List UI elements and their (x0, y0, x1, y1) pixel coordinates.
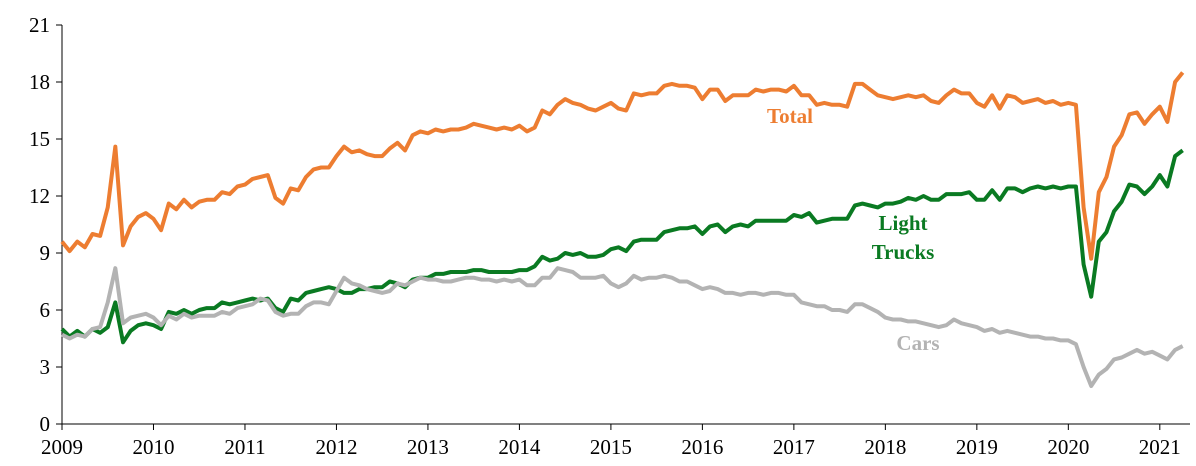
y-tick-label: 9 (40, 241, 51, 265)
y-tick-label: 15 (29, 127, 50, 151)
x-tick-label: 2013 (407, 435, 449, 459)
series-line (61, 266, 1184, 388)
series-label-line: Light (878, 211, 927, 235)
x-tick-label: 2017 (773, 435, 815, 459)
series-label: Light Trucks (872, 211, 935, 264)
x-tick-label: 2021 (1139, 435, 1181, 459)
x-tick-label: 2015 (590, 435, 632, 459)
x-tick-label: 2020 (1047, 435, 1089, 459)
x-tick-label: 2010 (132, 435, 174, 459)
y-tick-label: 12 (29, 184, 50, 208)
series-label-line: Cars (896, 331, 939, 355)
x-tick-label: 2018 (864, 435, 906, 459)
series-label: Total (767, 104, 813, 128)
series-label-line: Total (767, 104, 813, 128)
series-label: Cars (896, 331, 939, 355)
x-tick-label: 2012 (315, 435, 357, 459)
x-tick-label: 2016 (681, 435, 723, 459)
y-tick-label: 6 (40, 298, 51, 322)
x-tick-label: 2014 (498, 435, 541, 459)
series-label-line: Trucks (872, 240, 935, 264)
x-tick-label: 2019 (956, 435, 998, 459)
y-tick-label: 18 (29, 70, 50, 94)
x-tick-label: 2009 (41, 435, 83, 459)
x-tick-label: 2011 (224, 435, 265, 459)
y-tick-label: 3 (40, 355, 51, 379)
y-tick-label: 21 (29, 13, 50, 37)
series-line (60, 71, 1185, 261)
series-line (60, 148, 1184, 345)
y-tick-label: 0 (40, 412, 51, 436)
